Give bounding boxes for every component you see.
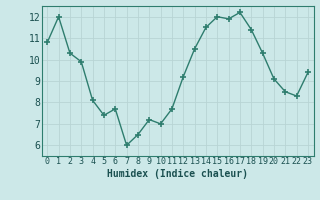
X-axis label: Humidex (Indice chaleur): Humidex (Indice chaleur): [107, 169, 248, 179]
